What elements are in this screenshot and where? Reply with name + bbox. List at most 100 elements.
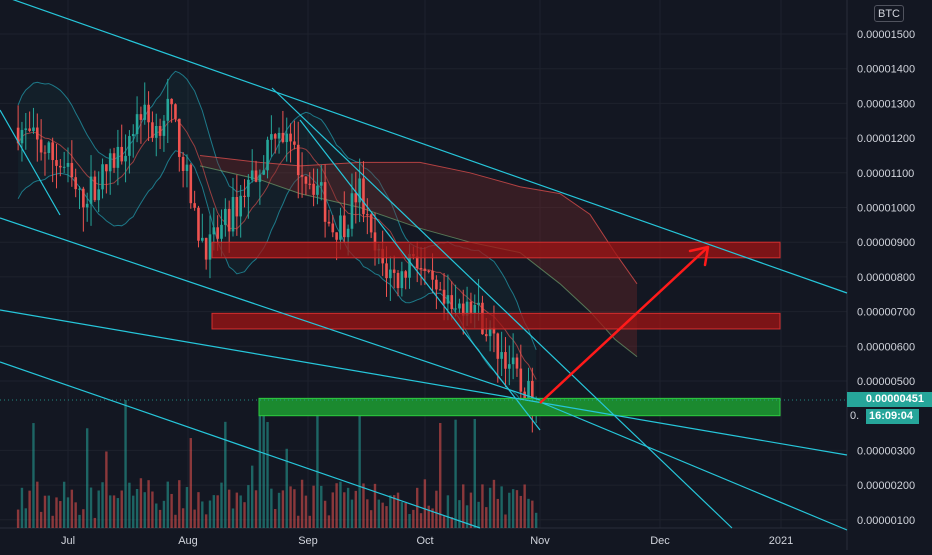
volume-bar bbox=[304, 495, 308, 528]
volume-bar bbox=[404, 502, 407, 528]
y-tick-label: 0.00000300 bbox=[857, 445, 915, 457]
candle-body bbox=[89, 176, 93, 204]
volume-bar bbox=[20, 487, 24, 528]
candle-body bbox=[508, 364, 511, 369]
candle-body bbox=[362, 178, 365, 215]
volume-bar bbox=[408, 514, 411, 528]
volume-bar bbox=[519, 495, 523, 528]
candle-body bbox=[469, 301, 473, 313]
candle-body bbox=[185, 164, 189, 171]
volume-bar bbox=[124, 400, 127, 528]
candle-body bbox=[369, 214, 373, 233]
currency-badge[interactable]: BTC bbox=[874, 5, 904, 22]
candle-body bbox=[258, 174, 262, 182]
candle-body bbox=[346, 228, 350, 238]
volume-bar bbox=[28, 490, 31, 528]
volume-bar bbox=[224, 421, 227, 528]
volume-bar bbox=[473, 418, 476, 528]
countdown-prefix: 0. bbox=[850, 410, 860, 422]
candle-body bbox=[78, 188, 81, 190]
volume-bar bbox=[354, 490, 358, 528]
y-tick-label: 0.00001200 bbox=[857, 133, 915, 145]
volume-bar bbox=[358, 413, 361, 528]
volume-bar bbox=[147, 480, 150, 528]
volume-bar bbox=[109, 495, 112, 528]
volume-bar bbox=[66, 497, 70, 528]
candle-body bbox=[154, 125, 158, 138]
candle-body bbox=[70, 162, 74, 178]
volume-bar bbox=[258, 398, 262, 528]
volume-bar bbox=[289, 486, 292, 528]
volume-bar bbox=[266, 422, 269, 528]
volume-bar bbox=[116, 498, 120, 528]
y-tick-label: 0.00000800 bbox=[857, 272, 915, 284]
candle-body bbox=[500, 352, 503, 359]
volume-bar bbox=[312, 485, 315, 528]
volume-bar bbox=[435, 490, 438, 528]
volume-bar bbox=[74, 502, 77, 528]
volume-bar bbox=[297, 515, 300, 528]
volume-bar bbox=[500, 486, 503, 528]
volume-bar bbox=[462, 484, 465, 528]
candle-body bbox=[454, 308, 457, 310]
candle-body bbox=[97, 189, 100, 201]
volume-bar bbox=[439, 423, 442, 528]
candle-body bbox=[212, 227, 216, 235]
candle-body bbox=[59, 165, 62, 168]
volume-bar bbox=[97, 490, 100, 528]
volume-bar bbox=[105, 451, 108, 528]
volume-bar bbox=[212, 495, 216, 528]
candle-body bbox=[285, 133, 289, 143]
volume-bar bbox=[442, 516, 446, 528]
candle-body bbox=[39, 139, 43, 153]
volume-bar bbox=[247, 485, 250, 528]
trendline bbox=[271, 87, 733, 529]
candle-body bbox=[293, 141, 296, 145]
candle-body bbox=[32, 127, 35, 131]
volume-bar bbox=[392, 495, 396, 528]
candle-body bbox=[101, 164, 104, 190]
volume-bar bbox=[155, 503, 158, 528]
candle-body bbox=[423, 268, 427, 271]
volume-bar bbox=[220, 482, 223, 528]
volume-bar bbox=[227, 489, 231, 528]
candle-body bbox=[47, 142, 51, 153]
candle-body bbox=[331, 223, 335, 233]
candle-body bbox=[131, 134, 135, 137]
x-tick-label: 2021 bbox=[769, 535, 793, 547]
candle-body bbox=[193, 203, 196, 208]
trendline bbox=[539, 401, 848, 531]
volume-bar bbox=[235, 492, 239, 528]
volume-bar bbox=[320, 485, 323, 528]
candle-body bbox=[461, 303, 465, 316]
candle-body bbox=[492, 327, 496, 334]
volume-bar bbox=[343, 492, 346, 528]
volume-bar bbox=[508, 492, 511, 528]
candle-body bbox=[28, 128, 31, 131]
candle-body bbox=[312, 183, 315, 195]
candle-body bbox=[316, 185, 319, 195]
resistance-zone bbox=[211, 312, 781, 330]
y-tick-label: 0.00001300 bbox=[857, 98, 915, 110]
candle-body bbox=[177, 118, 181, 157]
volume-bar bbox=[335, 483, 338, 528]
volume-bar bbox=[59, 501, 62, 528]
volume-bar bbox=[101, 482, 104, 528]
volume-bar bbox=[465, 505, 469, 528]
candle-body bbox=[120, 146, 124, 162]
volume-bar bbox=[39, 511, 43, 528]
volume-bar bbox=[208, 500, 212, 528]
resistance-zone bbox=[211, 241, 781, 259]
candle-body bbox=[166, 98, 170, 121]
candle-body bbox=[273, 134, 277, 139]
volume-bar bbox=[36, 481, 39, 528]
volume-bar bbox=[366, 499, 369, 528]
volume-bar bbox=[47, 495, 51, 528]
projection-arrow-shaft bbox=[539, 246, 709, 404]
candle-body bbox=[170, 98, 173, 105]
candle-body bbox=[327, 221, 331, 224]
volume-bar bbox=[78, 514, 81, 528]
candle-body bbox=[446, 295, 450, 304]
